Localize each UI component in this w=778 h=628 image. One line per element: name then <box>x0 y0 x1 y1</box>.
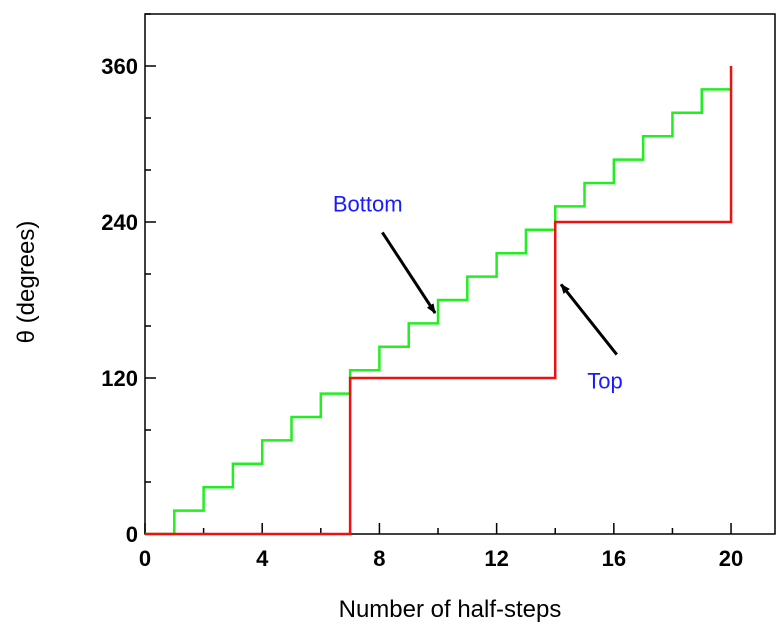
series-line-top <box>145 66 733 536</box>
y-tick-labels: 0 120 240 360 <box>101 54 138 547</box>
annotation-arrow-bottom <box>381 231 437 314</box>
y-tick-label: 240 <box>101 210 138 235</box>
x-tick-label: 20 <box>719 546 743 571</box>
series-lines <box>145 66 733 536</box>
plot-border <box>144 13 776 535</box>
x-tick-label: 4 <box>256 546 269 571</box>
plot-frame <box>144 13 776 535</box>
x-axis-title: Number of half-steps <box>339 596 562 623</box>
annotation-label-bottom: Bottom <box>333 192 403 217</box>
y-tick-label: 120 <box>101 366 138 391</box>
y-tick-label: 0 <box>126 522 138 547</box>
y-tick-label: 360 <box>101 54 138 79</box>
x-tick-label: 8 <box>373 546 385 571</box>
annotations: Bottom Top <box>333 192 623 394</box>
series-line-bottom <box>145 88 732 536</box>
x-tick-label: 16 <box>602 546 626 571</box>
annotation-label-top: Top <box>587 368 622 393</box>
x-tick-label: 0 <box>139 546 151 571</box>
x-tick-label: 12 <box>484 546 508 571</box>
annotation-arrow-top <box>559 283 618 356</box>
x-tick-labels: 0 4 8 12 16 20 <box>139 546 743 571</box>
y-axis-title: θ (degrees) <box>13 221 40 344</box>
